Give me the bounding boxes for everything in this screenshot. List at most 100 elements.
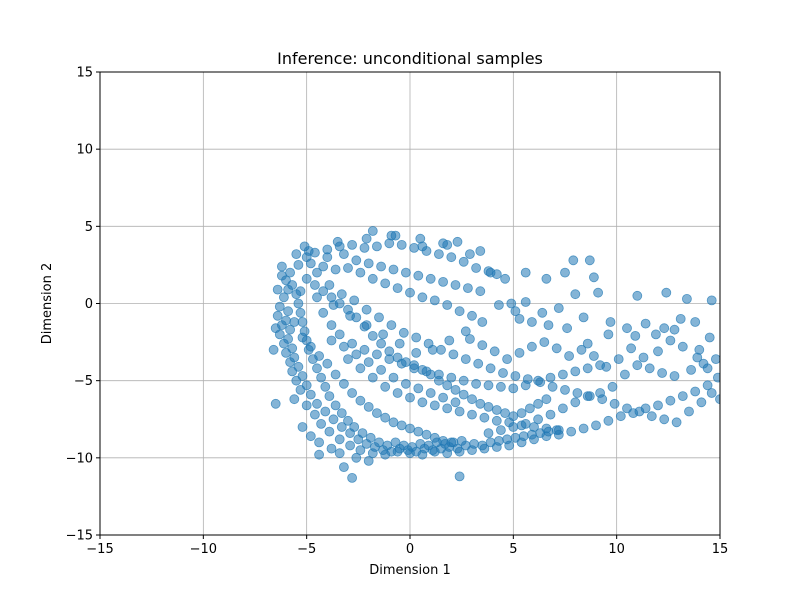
scatter-point bbox=[287, 280, 298, 290]
scatter-point bbox=[446, 372, 457, 383]
scatter-point bbox=[314, 437, 325, 448]
scatter-point bbox=[442, 403, 453, 414]
scatter-point bbox=[682, 293, 692, 304]
scatter-point bbox=[479, 412, 490, 423]
scatter-point bbox=[285, 267, 296, 278]
scatter-point bbox=[702, 363, 713, 374]
scatter-point bbox=[355, 267, 366, 278]
scatter-point bbox=[514, 313, 525, 324]
scatter-point bbox=[605, 317, 616, 327]
scatter-point bbox=[307, 354, 318, 365]
scatter-point bbox=[541, 273, 552, 284]
scatter-point bbox=[433, 375, 444, 386]
scatter-point bbox=[671, 417, 682, 428]
scatter-point bbox=[274, 301, 285, 312]
scatter-point bbox=[328, 414, 339, 425]
scatter-point bbox=[715, 394, 720, 405]
scatter-point bbox=[301, 335, 312, 346]
scatter-point bbox=[326, 292, 337, 303]
scatter-point bbox=[485, 363, 496, 374]
scatter-point bbox=[297, 422, 308, 432]
scatter-point bbox=[367, 330, 378, 341]
scatter-point bbox=[572, 388, 583, 398]
scatter-point bbox=[690, 317, 701, 327]
scatter-point bbox=[305, 258, 316, 269]
y-tick-label: −10 bbox=[66, 451, 93, 466]
scatter-point bbox=[415, 438, 426, 449]
scatter-point bbox=[295, 307, 306, 318]
scatter-point bbox=[355, 363, 366, 374]
scatter-point bbox=[357, 428, 368, 439]
scatter-point bbox=[640, 318, 651, 329]
scatter-point bbox=[349, 295, 360, 306]
scatter-point bbox=[343, 304, 353, 315]
scatter-point bbox=[564, 351, 574, 361]
scatter-point bbox=[566, 426, 577, 437]
scatter-point bbox=[493, 300, 504, 310]
scatter-point bbox=[365, 432, 376, 443]
scatter-point bbox=[500, 408, 511, 419]
scatter-point bbox=[270, 323, 281, 334]
scatter-point bbox=[312, 292, 322, 303]
scatter-point bbox=[438, 238, 449, 249]
scatter-point bbox=[343, 415, 353, 426]
scatter-point bbox=[400, 267, 411, 278]
y-axis-label: Dimension 2 bbox=[40, 263, 55, 345]
scatter-point bbox=[371, 349, 382, 360]
scatter-point bbox=[347, 338, 358, 349]
grid-lines bbox=[99, 71, 721, 536]
scatter-point bbox=[436, 344, 446, 355]
scatter-point bbox=[297, 371, 308, 381]
chart-title: Inference: unconditional samples bbox=[277, 49, 543, 68]
scatter-point bbox=[520, 297, 531, 307]
scatter-point bbox=[626, 343, 636, 354]
scatter-point bbox=[704, 332, 715, 343]
scatter-point bbox=[510, 371, 521, 381]
scatter-point bbox=[396, 239, 407, 250]
scatter-point bbox=[405, 423, 415, 434]
scatter-point bbox=[454, 306, 465, 317]
scatter-point bbox=[593, 287, 603, 298]
scatter-point bbox=[450, 280, 461, 290]
scatter-point bbox=[458, 389, 469, 400]
scatter-point bbox=[495, 425, 506, 436]
scatter-point bbox=[413, 270, 424, 281]
scatter-point bbox=[409, 242, 420, 253]
scatter-point bbox=[334, 434, 345, 445]
scatter-point bbox=[363, 357, 374, 368]
scatter-point bbox=[392, 388, 403, 398]
scatter-point bbox=[584, 255, 595, 266]
scatter-point bbox=[706, 295, 717, 306]
scatter-point bbox=[318, 286, 329, 297]
scatter-point bbox=[431, 437, 442, 448]
scatter-point bbox=[638, 352, 649, 363]
scatter-point bbox=[485, 437, 496, 448]
scatter-point bbox=[491, 415, 502, 426]
scatter-point bbox=[312, 398, 322, 409]
scatter-point bbox=[537, 307, 548, 318]
scatter-point bbox=[316, 372, 327, 383]
scatter-point bbox=[630, 330, 641, 341]
scatter-point bbox=[533, 414, 543, 425]
scatter-point bbox=[661, 287, 672, 298]
scatter-point bbox=[380, 381, 391, 392]
x-tick-label: 15 bbox=[712, 542, 729, 557]
scatter-point bbox=[632, 290, 643, 301]
scatter-point bbox=[347, 239, 358, 250]
scatter-point bbox=[289, 352, 300, 363]
scatter-point bbox=[303, 344, 314, 355]
scatter-point bbox=[322, 358, 333, 369]
scatter-point bbox=[297, 317, 308, 327]
scatter-point bbox=[409, 360, 420, 371]
scatter-point bbox=[384, 346, 395, 357]
scatter-point bbox=[527, 341, 537, 352]
scatter-point bbox=[460, 326, 471, 337]
scatter-point bbox=[305, 431, 316, 442]
scatter-point bbox=[334, 329, 345, 340]
scatter-point bbox=[464, 334, 475, 344]
scatter-point bbox=[330, 264, 341, 275]
scatter-point bbox=[669, 371, 680, 381]
scatter-point bbox=[386, 230, 397, 241]
scatter-point bbox=[520, 267, 531, 278]
scatter-point bbox=[388, 372, 399, 383]
